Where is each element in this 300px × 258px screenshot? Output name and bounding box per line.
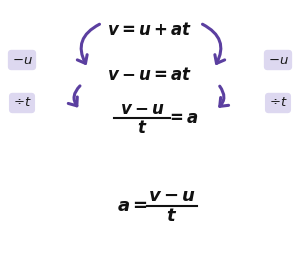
FancyArrowPatch shape — [68, 86, 80, 106]
FancyArrowPatch shape — [77, 24, 100, 63]
Text: $\div t$: $\div t$ — [13, 96, 32, 109]
Text: $\boldsymbol{t}$: $\boldsymbol{t}$ — [167, 207, 178, 225]
Text: $\boldsymbol{a =}$: $\boldsymbol{a =}$ — [117, 197, 147, 215]
Text: $\div t$: $\div t$ — [268, 96, 287, 109]
Text: $-u$: $-u$ — [268, 53, 288, 67]
FancyArrowPatch shape — [202, 24, 225, 63]
FancyArrowPatch shape — [220, 86, 229, 106]
Text: $\boldsymbol{v - u}$: $\boldsymbol{v - u}$ — [148, 187, 196, 205]
Text: $\boldsymbol{v - u = at}$: $\boldsymbol{v - u = at}$ — [107, 66, 193, 84]
Text: $-u$: $-u$ — [12, 53, 32, 67]
Text: $\boldsymbol{t}$: $\boldsymbol{t}$ — [137, 119, 147, 137]
Text: $\boldsymbol{v = u + at}$: $\boldsymbol{v = u + at}$ — [107, 21, 193, 39]
Text: $\boldsymbol{= a}$: $\boldsymbol{= a}$ — [166, 109, 198, 127]
Text: $\boldsymbol{v - u}$: $\boldsymbol{v - u}$ — [120, 100, 164, 118]
